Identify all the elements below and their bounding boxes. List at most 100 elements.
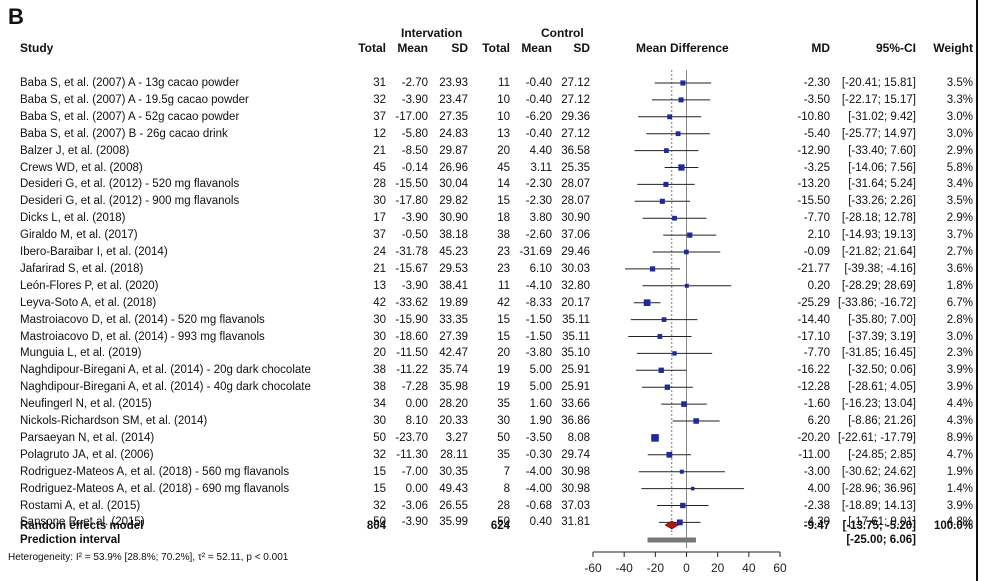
int-total: 32: [373, 93, 386, 106]
random-effects-total-ctrl: 624: [490, 520, 510, 532]
ctrl-total: 10: [497, 110, 510, 123]
int-total: 30: [373, 415, 386, 427]
header-md: MD: [811, 41, 830, 55]
prediction-interval-label: Prediction interval: [20, 534, 121, 546]
study-name: Giraldo M, et al. (2017): [20, 229, 138, 242]
ci-value: [-32.50; 0.06]: [848, 364, 916, 377]
int-mean: -2.70: [401, 77, 428, 89]
ci-value: [-14.06; 7.56]: [848, 161, 916, 174]
int-sd: 23.93: [439, 77, 468, 89]
int-mean: -8.50: [401, 144, 428, 157]
effect-square: [680, 80, 686, 86]
int-total: 15: [373, 465, 386, 478]
int-sd: 28.11: [440, 448, 468, 461]
effect-square: [684, 283, 689, 288]
x-axis-tick-label: -60: [584, 561, 602, 575]
ctrl-sd: 8.08: [567, 431, 590, 444]
md-value: 4.00: [807, 482, 830, 495]
ctrl-sd: 30.03: [561, 262, 590, 275]
prediction-interval-bar: [647, 537, 696, 543]
weight-value: 5.8%: [946, 161, 973, 174]
study-name: Baba S, et al. (2007) A - 13g cacao powd…: [20, 77, 240, 89]
weight-value: 4.4%: [946, 398, 973, 411]
md-value: -12.28: [797, 381, 830, 394]
int-total: 37: [373, 110, 386, 123]
md-value: -15.50: [797, 195, 830, 208]
ctrl-mean: 0.40: [529, 516, 552, 529]
int-sd: 20.33: [439, 415, 468, 427]
md-value: -3.00: [803, 465, 830, 478]
int-mean: -18.60: [395, 330, 428, 343]
weight-value: 3.5%: [946, 77, 973, 89]
ctrl-total: 35: [497, 448, 510, 461]
effect-square: [666, 451, 673, 458]
md-value: -4.30: [803, 516, 830, 529]
weight-value: 3.0%: [946, 330, 973, 343]
int-mean: -5.80: [401, 127, 428, 140]
ctrl-total: 7: [503, 465, 510, 478]
effect-square: [649, 266, 656, 272]
int-mean: -7.00: [401, 465, 428, 478]
int-sd: 27.39: [439, 330, 468, 343]
md-value: -7.70: [803, 212, 830, 225]
ctrl-mean: -3.50: [525, 431, 552, 444]
ctrl-total: 45: [497, 161, 510, 174]
study-name: Ibero-Baraibar I, et al. (2014): [20, 246, 168, 258]
int-mean: -11.30: [396, 448, 428, 461]
weight-value: 3.4%: [946, 178, 973, 191]
ctrl-total: 19: [497, 364, 510, 377]
md-value: -7.70: [803, 347, 830, 360]
md-value: 2.10: [807, 229, 830, 242]
header-weight: Weight: [933, 41, 973, 55]
study-name: Naghdipour-Biregani A, et al. (2014) - 2…: [20, 364, 311, 377]
weight-value: 2.9%: [946, 212, 973, 225]
int-mean: -23.70: [395, 431, 428, 444]
int-mean: -17.80: [395, 195, 428, 208]
int-sd: 38.18: [439, 229, 468, 242]
ctrl-sd: 29.46: [561, 246, 590, 258]
header-sd-control: SD: [573, 41, 590, 55]
int-total: 30: [373, 313, 386, 326]
x-axis-tick-label: 40: [742, 561, 756, 575]
int-total: 45: [373, 161, 386, 174]
study-name: Nickols-Richardson SM, et al. (2014): [20, 415, 208, 427]
int-total: 32: [373, 499, 386, 512]
ctrl-total: 8: [503, 482, 510, 495]
ci-value: [-28.18; 12.78]: [841, 212, 916, 225]
int-total: 31: [373, 77, 386, 89]
ctrl-mean: 5.00: [529, 364, 552, 377]
ctrl-mean: -6.20: [525, 110, 552, 123]
int-total: 20: [373, 347, 386, 360]
md-value: -3.25: [803, 161, 830, 174]
int-sd: 29.82: [439, 195, 468, 208]
int-total: 21: [373, 144, 386, 157]
weight-value: 3.0%: [946, 110, 973, 123]
ci-value: [-39.38; -4.16]: [844, 262, 916, 275]
ctrl-total: 30: [497, 415, 510, 427]
ctrl-total: 13: [497, 127, 510, 140]
ctrl-total: 14: [497, 178, 510, 191]
ctrl-sd: 36.58: [561, 144, 590, 157]
study-name: Desideri G, et al. (2012) - 520 mg flava…: [20, 178, 240, 191]
ctrl-sd: 28.07: [561, 178, 590, 191]
ctrl-mean: -0.30: [525, 448, 552, 461]
int-mean: -3.90: [401, 212, 428, 225]
ctrl-sd: 27.12: [561, 127, 590, 140]
md-value: -16.22: [797, 364, 830, 377]
int-total: 17: [373, 212, 386, 225]
md-value: -2.30: [803, 77, 830, 89]
md-value: -5.40: [803, 127, 830, 140]
ctrl-sd: 36.86: [561, 415, 590, 427]
x-axis-tick-label: 20: [711, 561, 725, 575]
ci-value: [-25.77; 14.97]: [841, 127, 916, 140]
ci-value: [-33.86; -16.72]: [838, 296, 916, 309]
md-value: -3.50: [803, 93, 830, 106]
md-value: -13.20: [797, 178, 830, 191]
int-total: 50: [373, 516, 386, 529]
weight-value: 4.7%: [946, 448, 973, 461]
study-name: Mastroiacovo D, et al. (2014) - 993 mg f…: [20, 330, 265, 343]
ctrl-sd: 29.74: [561, 448, 590, 461]
effect-square: [651, 434, 659, 442]
int-total: 42: [373, 296, 386, 309]
prediction-interval-ci: [-25.00; 6.06]: [846, 534, 916, 546]
